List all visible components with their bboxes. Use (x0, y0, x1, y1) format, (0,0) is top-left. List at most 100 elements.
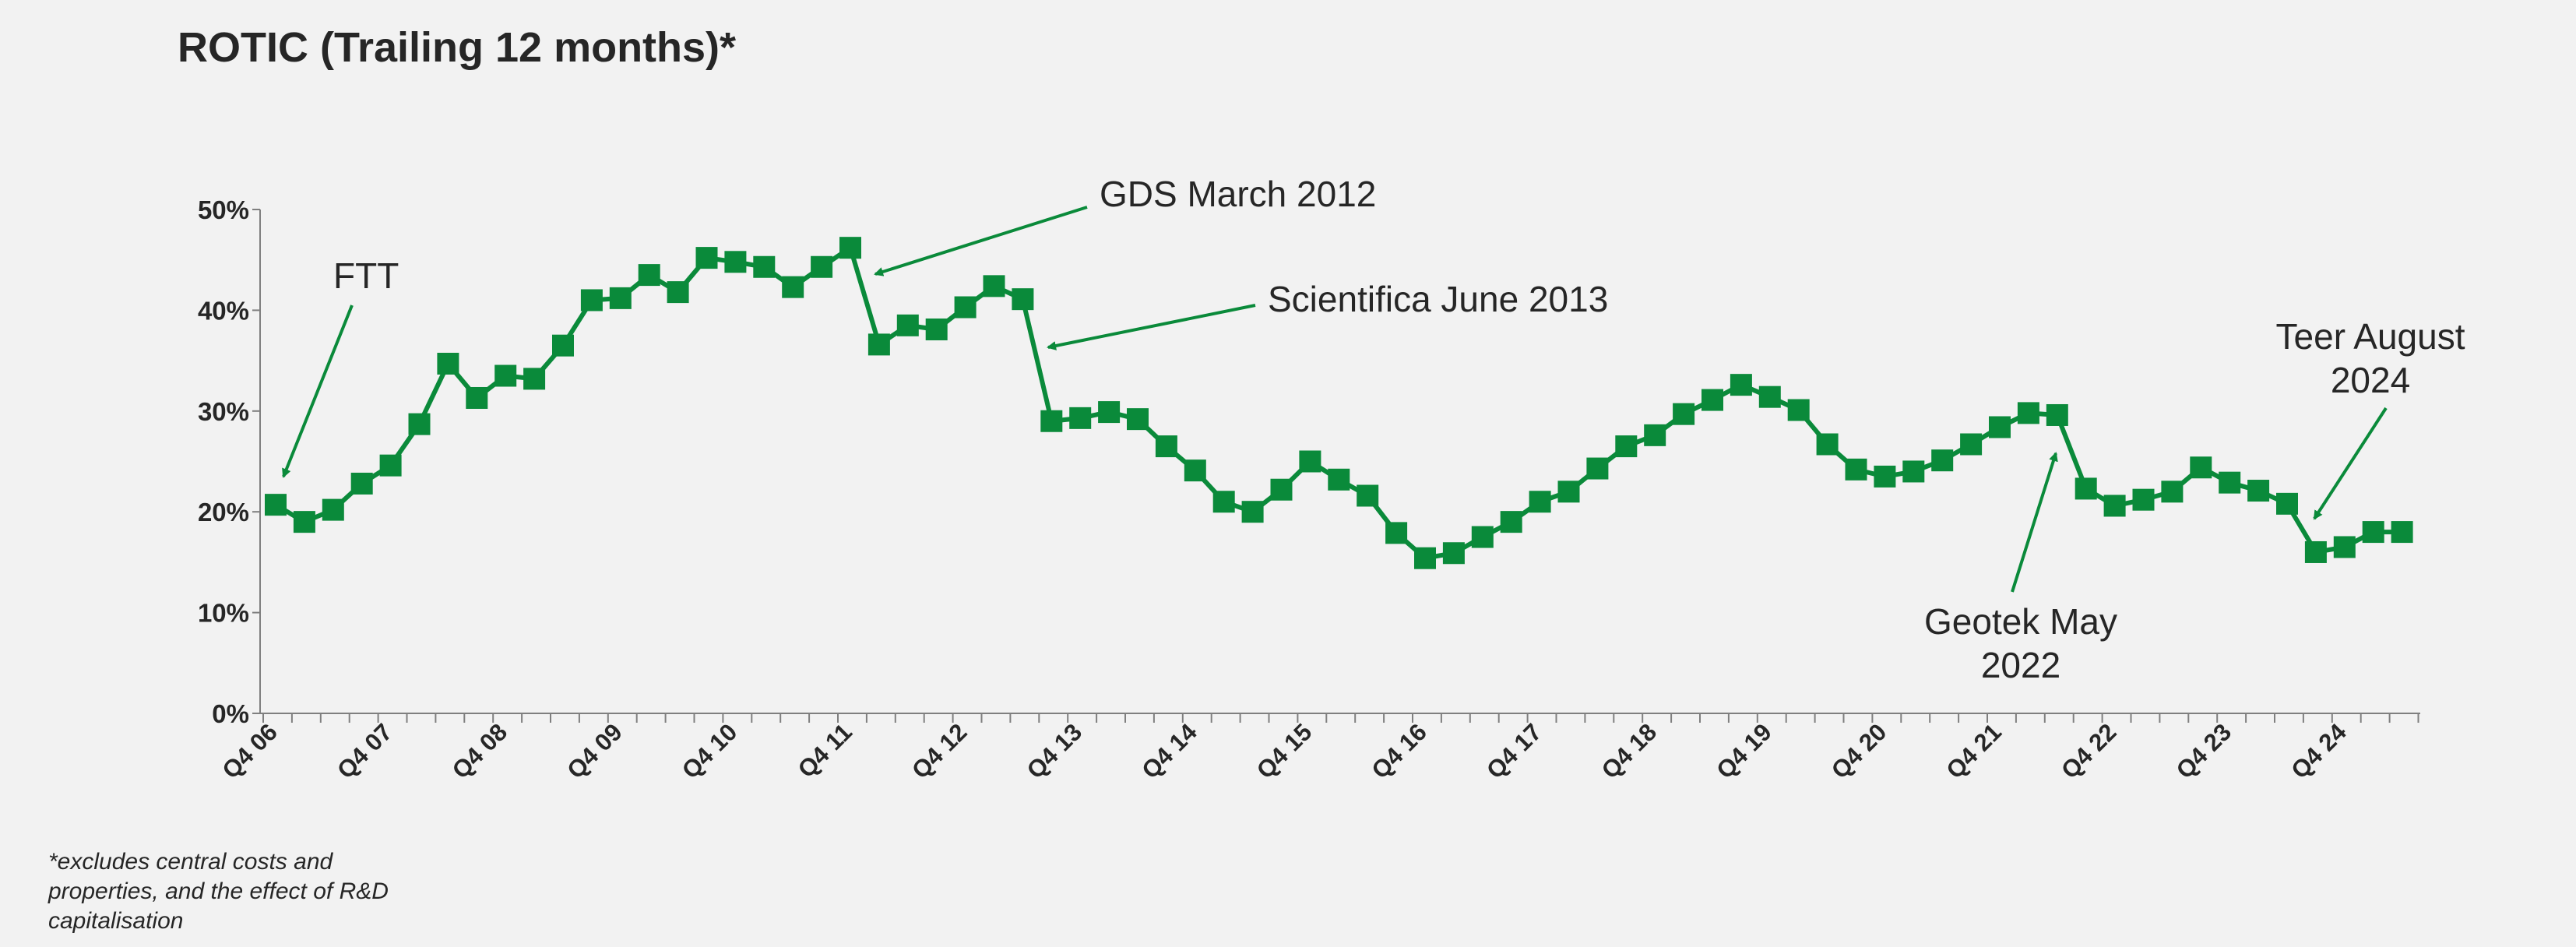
y-tick-label: 20% (198, 498, 249, 526)
data-point (2103, 495, 2126, 517)
data-point (1529, 491, 1551, 513)
y-tick-label: 30% (198, 397, 249, 426)
data-point (2046, 403, 2068, 426)
data-point (1212, 491, 1235, 513)
data-point (2391, 521, 2413, 544)
x-tick-label: Q4 14 (1136, 718, 1202, 784)
annotations: FTT GDS March 2012 Scientifica June 2013… (282, 174, 2465, 685)
scientifica-arrow (1047, 304, 1256, 350)
axes (259, 209, 2420, 714)
data-point (1557, 481, 1580, 503)
x-tick-label: Q4 20 (1826, 718, 1892, 783)
data-point (2219, 471, 2241, 494)
data-point (552, 334, 574, 357)
data-point (2132, 488, 2155, 511)
data-point (1098, 401, 1121, 424)
data-point (1385, 522, 1408, 544)
y-tick-label: 50% (198, 195, 249, 224)
ftt-arrow (282, 305, 354, 478)
data-point (695, 247, 718, 269)
data-point (2247, 480, 2270, 502)
y-tick-label: 40% (198, 296, 249, 325)
x-tick-label: Q4 16 (1366, 718, 1431, 783)
data-point (667, 281, 689, 304)
data-point (1960, 433, 1983, 456)
x-tick-label: Q4 21 (1941, 718, 2006, 783)
data-point (811, 255, 833, 278)
data-point (2190, 456, 2212, 479)
data-point (1357, 484, 1379, 507)
x-tick-label: Q4 22 (2056, 718, 2121, 783)
data-point (1816, 433, 1839, 456)
data-point (1270, 478, 1293, 501)
y-tick-label: 10% (198, 599, 249, 628)
data-point (925, 318, 948, 340)
x-tick-label: Q4 07 (332, 718, 397, 783)
data-point (322, 498, 344, 521)
data-point (609, 287, 632, 309)
geotek-arrow (2011, 452, 2058, 593)
data-point (1069, 407, 1092, 429)
data-point (1989, 416, 2011, 438)
data-point (839, 237, 861, 259)
data-point (1500, 511, 1522, 533)
data-point (437, 352, 459, 375)
data-point (2276, 492, 2298, 515)
annotation-ftt: FTT (333, 255, 399, 296)
data-point (293, 511, 315, 533)
data-point (1673, 403, 1695, 425)
x-tick-label: Q4 10 (677, 718, 742, 783)
data-point (1730, 374, 1752, 396)
annotation-geotek-line1: Geotek May (1924, 601, 2117, 642)
data-point (1471, 526, 1494, 548)
data-point (494, 364, 517, 387)
data-point (1328, 468, 1350, 491)
data-point (523, 368, 546, 390)
annotation-teer-line2: 2024 (2331, 360, 2410, 400)
data-point (466, 386, 488, 409)
annotation-geotek-line2: 2022 (1981, 645, 2060, 685)
x-tick-label: Q4 18 (1596, 718, 1662, 783)
x-tick-label: Q4 24 (2286, 718, 2352, 784)
teer-arrow (2313, 407, 2388, 520)
chart-title: ROTIC (Trailing 12 months)* (178, 24, 737, 71)
data-point (753, 255, 776, 278)
data-point (2362, 521, 2384, 544)
data-point (954, 296, 977, 319)
y-axis-ticks: 0% 10% 20% 30% 40% 50% (198, 195, 260, 728)
data-point (408, 413, 431, 435)
data-point (265, 494, 287, 516)
x-tick-label: Q4 17 (1481, 718, 1547, 783)
data-point (1414, 547, 1436, 569)
data-point (1155, 435, 1177, 458)
x-axis-ticks: Q4 06 Q4 07 Q4 08 Q4 09 Q4 10 Q4 11 Q4 12 Q4 13… (216, 713, 2419, 784)
x-tick-label: Q4 23 (2171, 718, 2236, 783)
data-point (1040, 410, 1063, 432)
data-point (1701, 389, 1723, 411)
data-point (983, 275, 1005, 297)
data-point (2304, 540, 2327, 563)
data-point (1184, 459, 1206, 482)
data-point (1127, 408, 1149, 431)
x-tick-label: Q4 11 (793, 718, 857, 783)
annotation-gds: GDS March 2012 (1100, 174, 1376, 214)
data-point (1241, 501, 1264, 523)
x-tick-label: Q4 13 (1022, 718, 1087, 783)
data-point (1644, 424, 1666, 446)
data-point (1586, 457, 1609, 480)
data-point (1299, 450, 1321, 473)
x-tick-label: Q4 09 (561, 718, 627, 783)
data-point (724, 251, 747, 273)
data-point (1931, 449, 1954, 472)
x-tick-label: Q4 12 (906, 718, 972, 783)
data-point (1615, 435, 1638, 458)
annotation-scientifica: Scientifica June 2013 (1268, 279, 1608, 319)
data-point (379, 454, 402, 477)
x-tick-label: Q4 15 (1251, 718, 1317, 783)
data-point (580, 289, 603, 312)
x-tick-label: Q4 19 (1711, 718, 1776, 783)
data-point (1902, 460, 1925, 483)
x-tick-label: Q4 08 (447, 718, 512, 783)
gds-arrow (874, 206, 1088, 276)
